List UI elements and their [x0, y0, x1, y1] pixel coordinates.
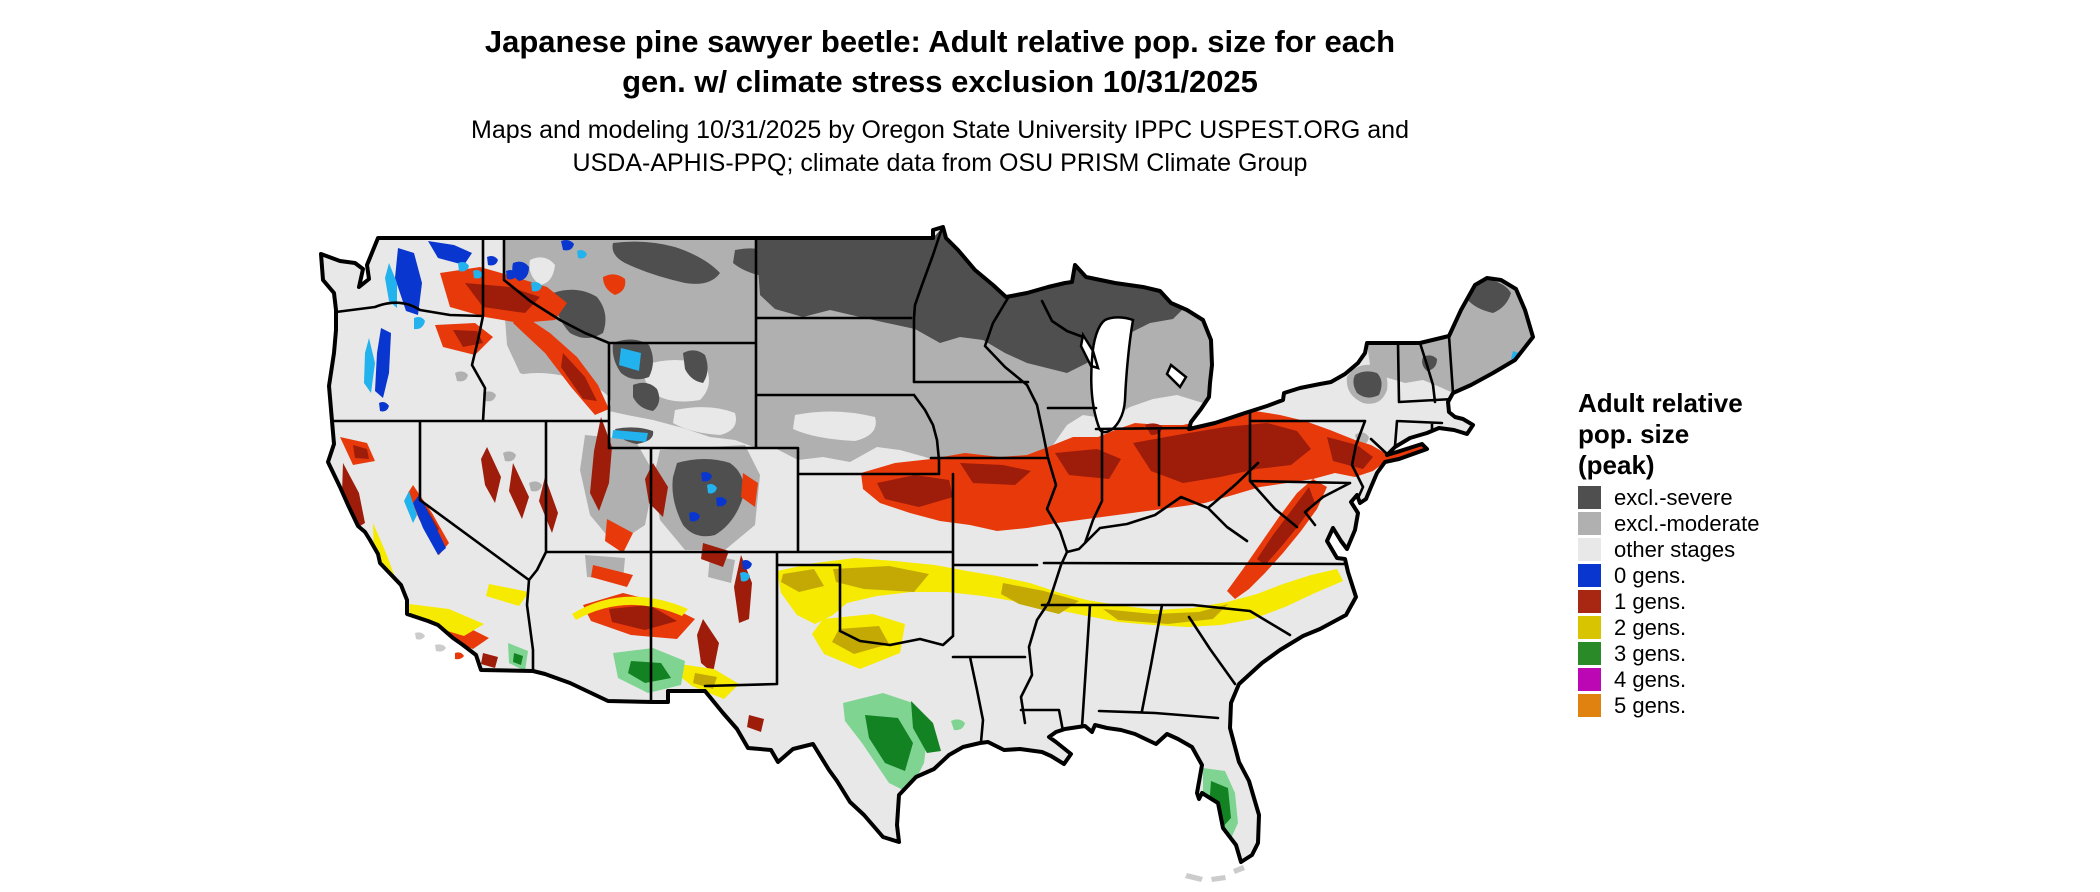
legend-swatch-excl-moderate [1578, 512, 1601, 535]
legend-items: excl.-severe excl.-moderate other stages… [1578, 486, 1838, 717]
legend-item-excl-moderate: excl.-moderate [1578, 512, 1838, 535]
legend-label-4-gens: 4 gens. [1614, 667, 1687, 692]
legend-item-1-gens: 1 gens. [1578, 590, 1838, 613]
legend-label-0-gens: 0 gens. [1614, 563, 1687, 588]
region-2gen-bright [373, 523, 1343, 699]
region-3gen-dark [513, 653, 1231, 831]
legend-swatch-3-gens [1578, 642, 1601, 665]
legend-label-excl-severe: excl.-severe [1614, 485, 1733, 510]
channel-island-red-speck [455, 652, 464, 660]
legend-label-1-gens: 1 gens. [1614, 589, 1687, 614]
legend-label-other-stages: other stages [1614, 537, 1736, 562]
page-subtitle-line2: USDA-APHIS-PPQ; climate data from OSU PR… [572, 149, 1308, 177]
legend-label-2-gens: 2 gens. [1614, 615, 1687, 640]
legend-item-3-gens: 3 gens. [1578, 642, 1838, 665]
legend-item-excl-severe: excl.-severe [1578, 486, 1838, 509]
legend-title-line3: (peak) [1578, 450, 1655, 480]
legend-swatch-1-gens [1578, 590, 1601, 613]
state-borders [330, 227, 1455, 744]
page-title: Japanese pine sawyer beetle: Adult relat… [0, 22, 1880, 102]
us-map [315, 225, 1545, 885]
map-land-group [321, 227, 1533, 862]
legend-title-line1: Adult relative [1578, 388, 1743, 418]
page-title-line2: gen. w/ climate stress exclusion 10/31/2… [622, 64, 1258, 99]
legend-swatch-2-gens [1578, 616, 1601, 639]
legend-item-other-stages: other stages [1578, 538, 1838, 561]
legend-item-2-gens: 2 gens. [1578, 616, 1838, 639]
page-subtitle: Maps and modeling 10/31/2025 by Oregon S… [0, 114, 1880, 180]
region-excl-severe [553, 227, 1511, 537]
legend-item-4-gens: 4 gens. [1578, 668, 1838, 691]
legend: Adult relative pop. size (peak) excl.-se… [1578, 388, 1838, 720]
legend-item-0-gens: 0 gens. [1578, 564, 1838, 587]
legend-swatch-0-gens [1578, 564, 1601, 587]
legend-swatch-5-gens [1578, 694, 1601, 717]
lake-michigan-and-bays [1079, 316, 1188, 434]
legend-item-5-gens: 5 gens. [1578, 694, 1838, 717]
legend-title-line2: pop. size [1578, 419, 1690, 449]
legend-label-5-gens: 5 gens. [1614, 693, 1687, 718]
page-title-line1: Japanese pine sawyer beetle: Adult relat… [484, 24, 1396, 59]
legend-swatch-other-stages [1578, 538, 1601, 561]
legend-swatch-excl-severe [1578, 486, 1601, 509]
region-1gen-dark [342, 283, 1373, 732]
page-subtitle-line1: Maps and modeling 10/31/2025 by Oregon S… [471, 116, 1409, 144]
legend-swatch-4-gens [1578, 668, 1601, 691]
us-map-svg [319, 225, 1535, 882]
legend-label-3-gens: 3 gens. [1614, 641, 1687, 666]
legend-label-excl-moderate: excl.-moderate [1614, 511, 1760, 536]
